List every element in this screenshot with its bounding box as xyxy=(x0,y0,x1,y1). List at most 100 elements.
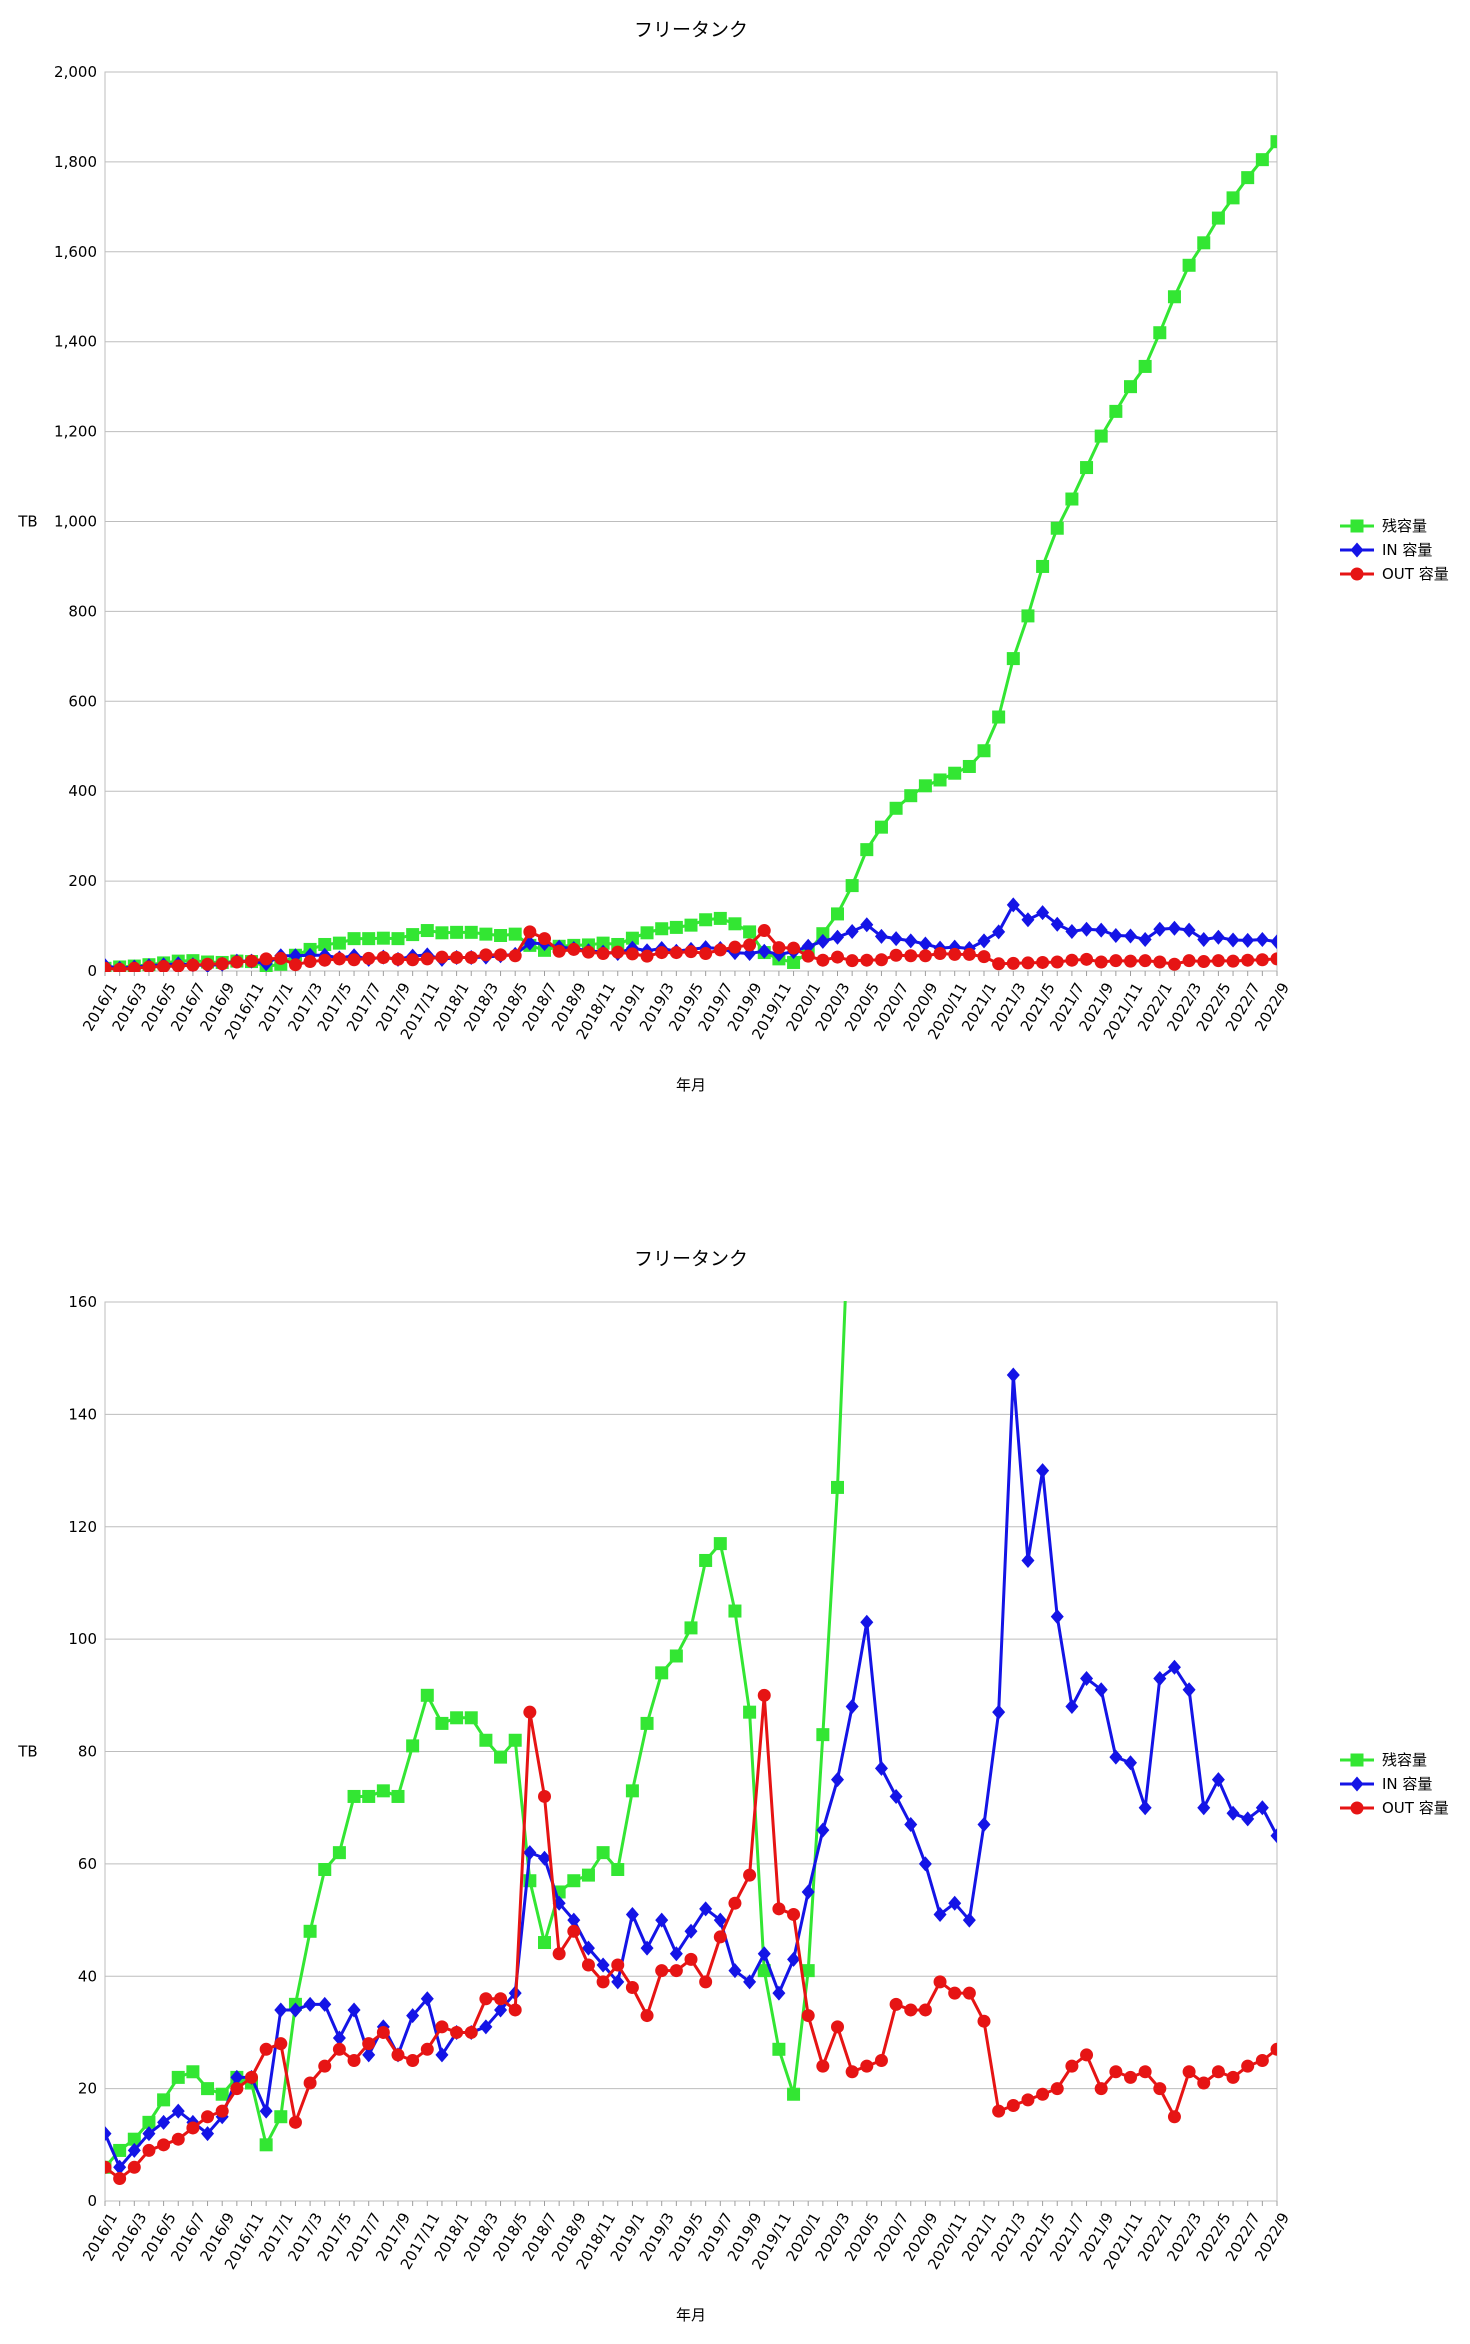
data-point xyxy=(787,955,801,969)
data-point xyxy=(831,2020,844,2034)
data-point xyxy=(157,2114,171,2130)
data-point xyxy=(362,951,376,965)
data-point xyxy=(918,949,932,963)
data-point xyxy=(538,1936,551,1950)
data-point xyxy=(567,1924,581,1938)
data-point xyxy=(435,950,449,964)
data-point xyxy=(171,959,185,972)
data-point xyxy=(728,1896,742,1910)
data-point xyxy=(1167,920,1181,936)
data-point xyxy=(933,946,947,960)
data-point xyxy=(552,1947,566,1961)
data-point xyxy=(655,1912,669,1928)
data-point xyxy=(318,953,332,967)
data-point xyxy=(494,2002,508,2018)
chart-2: フリータンク0204060801001201401602016/12016/32… xyxy=(17,1248,1448,2324)
legend-item: IN 容量 xyxy=(1340,1775,1432,1793)
data-point xyxy=(1124,928,1137,944)
data-point xyxy=(1124,1755,1137,1771)
data-point xyxy=(332,2042,346,2056)
data-point xyxy=(420,1991,434,2007)
data-point xyxy=(420,924,434,938)
data-point xyxy=(1050,955,1064,969)
data-point xyxy=(1270,952,1277,966)
data-point xyxy=(1006,652,1020,666)
data-point xyxy=(274,951,288,965)
data-point xyxy=(523,1845,537,1861)
data-point xyxy=(318,937,332,951)
data-point xyxy=(904,949,918,963)
data-point xyxy=(787,1907,801,1921)
data-point xyxy=(860,843,874,857)
data-point xyxy=(874,953,888,967)
legend-item: 残容量 xyxy=(1340,517,1427,535)
data-point xyxy=(655,946,669,960)
data-point xyxy=(318,1996,332,2012)
data-point xyxy=(105,2160,112,2174)
data-point xyxy=(655,1964,669,1978)
data-point xyxy=(933,1906,947,1922)
data-point xyxy=(1021,1552,1035,1568)
data-point xyxy=(713,911,727,925)
data-point xyxy=(567,1874,581,1888)
data-point xyxy=(494,1992,508,2006)
data-point xyxy=(743,938,757,952)
y-tick-label: 20 xyxy=(78,2080,97,2098)
data-point xyxy=(699,1975,713,1989)
data-point xyxy=(816,933,830,949)
data-point xyxy=(874,1760,888,1776)
data-point xyxy=(684,945,698,959)
data-point xyxy=(801,2009,815,2023)
data-point xyxy=(889,1788,903,1804)
data-point xyxy=(464,1711,478,1725)
data-point xyxy=(1138,1800,1152,1816)
data-point xyxy=(757,924,771,938)
data-point xyxy=(347,2054,361,2068)
data-point xyxy=(743,1705,757,1719)
data-point xyxy=(142,2143,156,2157)
y-tick-label: 0 xyxy=(87,962,97,980)
y-tick-label: 600 xyxy=(68,692,97,710)
data-point xyxy=(230,2082,244,2096)
data-point xyxy=(992,2104,1006,2118)
data-point xyxy=(684,1621,698,1635)
data-point xyxy=(332,936,346,950)
data-point xyxy=(728,940,742,954)
data-point xyxy=(1065,923,1079,939)
data-point xyxy=(845,2065,859,2079)
data-point xyxy=(464,2025,478,2039)
data-point xyxy=(157,960,171,972)
data-point xyxy=(933,1975,947,1989)
data-point xyxy=(625,947,639,961)
data-point xyxy=(948,1895,962,1911)
data-point xyxy=(992,710,1006,724)
data-point xyxy=(391,1789,405,1803)
y-tick-label: 120 xyxy=(68,1518,97,1536)
data-point xyxy=(259,2042,273,2056)
data-point xyxy=(288,2002,302,2018)
data-point xyxy=(1050,521,1064,535)
data-point xyxy=(362,932,376,946)
plot-series xyxy=(105,1301,1277,2186)
data-point xyxy=(464,925,478,939)
data-point xyxy=(611,1974,625,1990)
data-point xyxy=(1109,1749,1123,1765)
data-point xyxy=(1255,932,1269,948)
data-point xyxy=(1036,1463,1050,1479)
data-point xyxy=(992,1704,1006,1720)
data-point xyxy=(1226,1805,1240,1821)
data-point xyxy=(347,932,361,946)
data-point xyxy=(1021,956,1035,970)
series-3 xyxy=(105,924,1277,972)
legend-marker xyxy=(1350,542,1364,558)
data-point xyxy=(1182,954,1196,968)
data-point xyxy=(435,2047,449,2063)
data-point xyxy=(948,947,962,961)
data-point xyxy=(1080,952,1094,966)
data-point xyxy=(596,946,610,960)
data-point xyxy=(713,943,727,957)
data-point xyxy=(479,927,493,941)
series-line xyxy=(105,140,1277,970)
legend-marker xyxy=(1350,1753,1364,1767)
data-point xyxy=(757,1946,771,1962)
